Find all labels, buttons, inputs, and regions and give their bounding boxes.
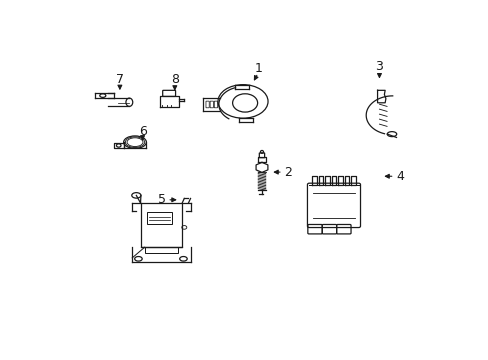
Bar [140,203,182,247]
Bar [146,212,171,224]
Text: 6: 6 [139,125,146,138]
Text: 2: 2 [284,166,292,179]
Bar [144,247,178,253]
Text: 1: 1 [254,62,262,75]
Text: 4: 4 [396,170,404,183]
Text: 5: 5 [157,193,165,206]
Text: 8: 8 [170,73,179,86]
Text: 3: 3 [375,60,383,73]
Text: 7: 7 [116,73,123,86]
